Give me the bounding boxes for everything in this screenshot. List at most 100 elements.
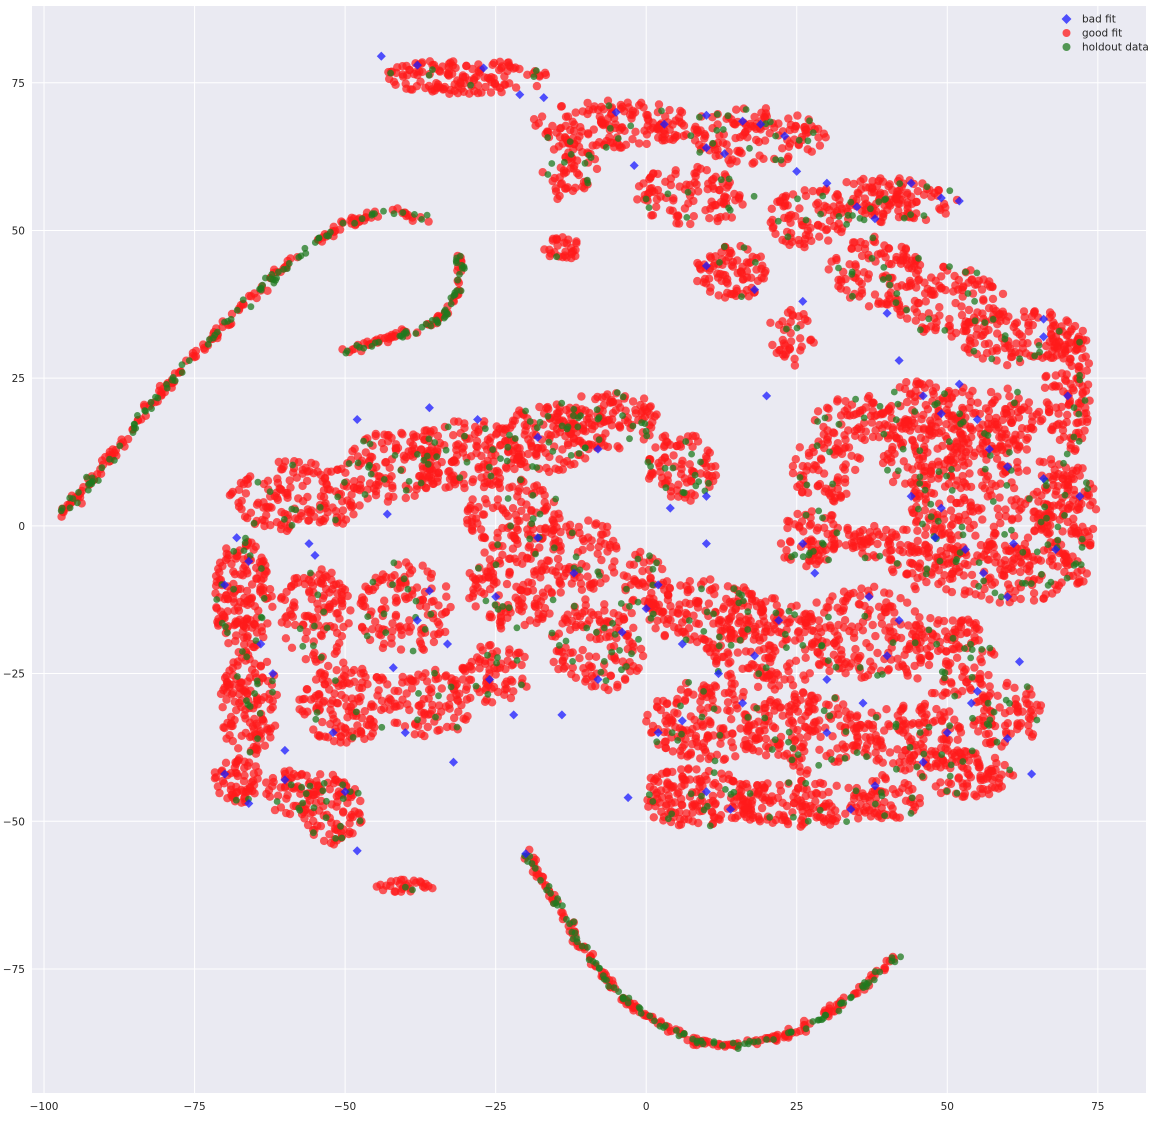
good-fit-point: [734, 619, 742, 627]
good-fit-point: [691, 491, 699, 499]
good-fit-point: [1054, 410, 1062, 418]
good-fit-point: [1068, 362, 1076, 370]
good-fit-point: [914, 546, 922, 554]
good-fit-point: [693, 259, 701, 267]
good-fit-point: [480, 73, 488, 81]
good-fit-point: [603, 523, 611, 531]
good-fit-point: [567, 670, 575, 678]
good-fit-point: [1068, 552, 1076, 560]
good-fit-point: [593, 165, 601, 173]
good-fit-point: [524, 587, 532, 595]
good-fit-point: [968, 571, 976, 579]
good-fit-point: [995, 433, 1003, 441]
good-fit-point: [442, 608, 450, 616]
good-fit-point: [420, 695, 428, 703]
good-fit-point: [584, 516, 592, 524]
good-fit-point: [515, 484, 523, 492]
good-fit-point: [350, 477, 358, 485]
good-fit-point: [419, 472, 427, 480]
good-fit-point: [948, 570, 956, 578]
good-fit-point: [839, 463, 847, 471]
good-fit-point: [970, 521, 978, 529]
good-fit-point: [420, 646, 428, 654]
good-fit-point: [910, 305, 918, 313]
good-fit-point: [348, 447, 356, 455]
good-fit-point: [321, 475, 329, 483]
good-fit-point: [868, 418, 876, 426]
good-fit-point: [219, 723, 227, 731]
good-fit-point: [795, 204, 803, 212]
good-fit-point: [726, 159, 734, 167]
good-fit-point: [888, 423, 896, 431]
good-fit-point: [251, 621, 259, 629]
good-fit-point: [808, 148, 816, 156]
good-fit-point: [816, 480, 824, 488]
good-fit-point: [305, 516, 313, 524]
good-fit-point: [837, 276, 845, 284]
good-fit-point: [666, 616, 674, 624]
good-fit-point: [743, 258, 751, 266]
good-fit-point: [809, 187, 817, 195]
good-fit-point: [267, 705, 275, 713]
good-fit-point: [942, 585, 950, 593]
good-fit-point: [796, 334, 804, 342]
good-fit-point: [332, 609, 340, 617]
good-fit-point: [815, 233, 823, 241]
good-fit-point: [1035, 408, 1043, 416]
good-fit-point: [669, 451, 677, 459]
good-fit-point: [728, 290, 736, 298]
good-fit-point: [871, 290, 879, 298]
good-fit-point: [386, 464, 394, 472]
good-fit-point: [667, 174, 675, 182]
good-fit-point: [372, 487, 380, 495]
good-fit-point: [925, 425, 933, 433]
good-fit-point: [1005, 392, 1013, 400]
good-fit-point: [833, 190, 841, 198]
good-fit-point: [483, 457, 491, 465]
good-fit-point: [442, 593, 450, 601]
good-fit-point: [232, 706, 240, 714]
good-fit-point: [372, 463, 380, 471]
good-fit-point: [965, 404, 973, 412]
good-fit-point: [915, 511, 923, 519]
good-fit-point: [452, 441, 460, 449]
good-fit-point: [871, 426, 879, 434]
good-fit-point: [603, 547, 611, 555]
good-fit-point: [705, 599, 713, 607]
good-fit-point: [792, 602, 800, 610]
good-fit-point: [421, 710, 429, 718]
good-fit-point: [903, 398, 911, 406]
good-fit-point: [661, 432, 669, 440]
good-fit-point: [512, 594, 520, 602]
good-fit-point: [962, 327, 970, 335]
good-fit-point: [324, 662, 332, 670]
good-fit-point: [968, 387, 976, 395]
good-fit-point: [484, 436, 492, 444]
good-fit-point: [468, 665, 476, 673]
good-fit-point: [271, 806, 279, 814]
good-fit-point: [512, 583, 520, 591]
good-fit-point: [686, 460, 694, 468]
good-fit-point: [460, 419, 468, 427]
good-fit-point: [264, 477, 272, 485]
good-fit-point: [266, 585, 274, 593]
good-fit-point: [801, 126, 809, 134]
good-fit-point: [366, 715, 374, 723]
good-fit-point: [407, 676, 415, 684]
good-fit-point: [489, 504, 497, 512]
good-fit-point: [868, 188, 876, 196]
good-fit-point: [666, 602, 674, 610]
good-fit-point: [252, 744, 260, 752]
good-fit-point: [791, 361, 799, 369]
good-fit-point: [854, 190, 862, 198]
good-fit-point: [387, 434, 395, 442]
good-fit-point: [316, 731, 324, 739]
good-fit-point: [1059, 504, 1067, 512]
good-fit-point: [1013, 458, 1021, 466]
good-fit-point: [575, 654, 583, 662]
good-fit-point: [317, 579, 325, 587]
good-fit-point: [1015, 442, 1023, 450]
good-fit-point: [406, 451, 414, 459]
good-fit-point: [229, 737, 237, 745]
good-fit-point: [979, 295, 987, 303]
